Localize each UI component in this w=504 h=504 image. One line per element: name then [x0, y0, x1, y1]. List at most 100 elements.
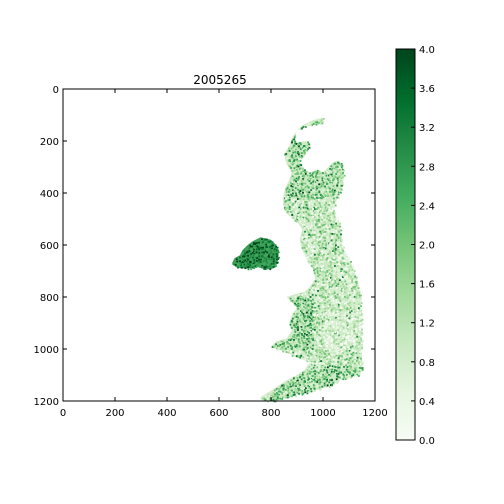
heatmap-cell — [318, 269, 321, 272]
heatmap-cell — [294, 326, 297, 328]
heatmap-cell — [330, 296, 332, 299]
heatmap-cell — [292, 378, 295, 380]
heatmap-cell — [296, 390, 299, 393]
heatmap-cell — [310, 200, 312, 203]
heatmap-cell — [331, 277, 333, 280]
heatmap-cell — [356, 356, 359, 359]
heatmap-cell — [325, 340, 328, 343]
heatmap-cell — [346, 366, 349, 368]
heatmap-cell — [352, 374, 354, 377]
heatmap-cell — [337, 190, 339, 193]
heatmap-cell — [295, 192, 297, 195]
heatmap-cell — [288, 147, 290, 150]
heatmap-cell — [292, 297, 295, 300]
heatmap-cell — [355, 284, 358, 287]
heatmap-cell — [323, 253, 325, 256]
heatmap-cell — [335, 307, 338, 310]
heatmap-cell — [325, 181, 328, 184]
heatmap-cell — [320, 200, 323, 203]
heatmap-cell — [319, 278, 322, 281]
heatmap-cell — [322, 296, 325, 298]
heatmap-cell — [329, 278, 332, 281]
heatmap-cell — [316, 189, 319, 192]
heatmap-cell — [301, 152, 304, 154]
heatmap-cell — [296, 173, 299, 175]
heatmap-cell — [341, 298, 344, 301]
heatmap-cell — [331, 333, 334, 336]
heatmap-cell — [322, 214, 325, 216]
heatmap-cell — [301, 204, 303, 206]
heatmap-cell — [324, 302, 327, 305]
heatmap-cell — [348, 377, 350, 380]
heatmap-cell — [336, 293, 339, 296]
heatmap-cell — [331, 295, 333, 298]
heatmap-cell — [339, 293, 341, 296]
heatmap-cell — [311, 262, 314, 265]
heatmap-cell — [358, 352, 361, 355]
y-tick-label: 0 — [53, 85, 59, 96]
heatmap-cell — [350, 364, 352, 366]
heatmap-cell — [300, 333, 303, 335]
heatmap-cell — [325, 311, 328, 314]
heatmap-cell — [326, 257, 329, 259]
heatmap-cell — [358, 370, 361, 373]
heatmap-cell — [282, 387, 285, 390]
heatmap-cell — [319, 270, 322, 272]
heatmap-cell — [295, 189, 298, 191]
heatmap-cell — [312, 208, 314, 210]
heatmap-cell — [328, 316, 331, 318]
heatmap-cell — [327, 263, 329, 265]
heatmap-cell — [304, 218, 307, 220]
heatmap-cell — [337, 373, 340, 375]
heatmap-cell — [317, 241, 320, 244]
heatmap-cell — [338, 250, 341, 253]
heatmap-cell — [255, 264, 258, 267]
heatmap-cell — [319, 267, 322, 270]
heatmap-cell — [345, 334, 347, 336]
heatmap-cell — [311, 198, 314, 200]
heatmap-cell — [330, 257, 333, 260]
heatmap-cell — [346, 335, 348, 338]
heatmap-cell — [281, 398, 283, 400]
heatmap-cell — [336, 230, 338, 233]
heatmap-cell — [316, 238, 319, 241]
heatmap-cell — [330, 384, 332, 386]
heatmap-cell — [339, 247, 342, 250]
heatmap-cell — [344, 371, 346, 374]
heatmap-cell — [256, 254, 258, 256]
heatmap-cell — [313, 369, 316, 372]
heatmap-cell — [299, 208, 302, 210]
heatmap-cell — [329, 172, 332, 174]
heatmap-cell — [309, 256, 312, 259]
heatmap-cell — [311, 335, 314, 337]
heatmap-cell — [342, 272, 344, 275]
heatmap-cell — [297, 312, 300, 315]
heatmap-cell — [337, 271, 340, 273]
heatmap-cell — [289, 351, 292, 354]
heatmap-cell — [327, 259, 330, 262]
heatmap-cell — [306, 218, 309, 221]
heatmap-cell — [327, 253, 329, 256]
heatmap-cell — [303, 227, 306, 229]
heatmap-cell — [341, 342, 344, 345]
heatmap-cell — [355, 327, 357, 330]
heatmap-cell — [243, 265, 246, 268]
heatmap-cell — [264, 238, 267, 241]
heatmap-cell — [323, 247, 326, 250]
heatmap-cell — [330, 204, 333, 207]
heatmap-cell — [289, 146, 291, 149]
heatmap-cell — [315, 332, 318, 335]
heatmap-cell — [301, 201, 304, 204]
heatmap-cell — [318, 353, 320, 356]
heatmap-cell — [325, 244, 327, 247]
heatmap-cell — [328, 381, 331, 384]
heatmap-cell — [274, 345, 277, 347]
heatmap-cell — [293, 145, 296, 147]
heatmap-cell — [334, 173, 336, 176]
heatmap-cell — [317, 172, 320, 175]
heatmap-cell — [329, 320, 332, 323]
heatmap-cell — [307, 198, 310, 200]
heatmap-cell — [315, 371, 318, 373]
heatmap-cell — [320, 197, 323, 200]
heatmap-cell — [336, 261, 339, 264]
